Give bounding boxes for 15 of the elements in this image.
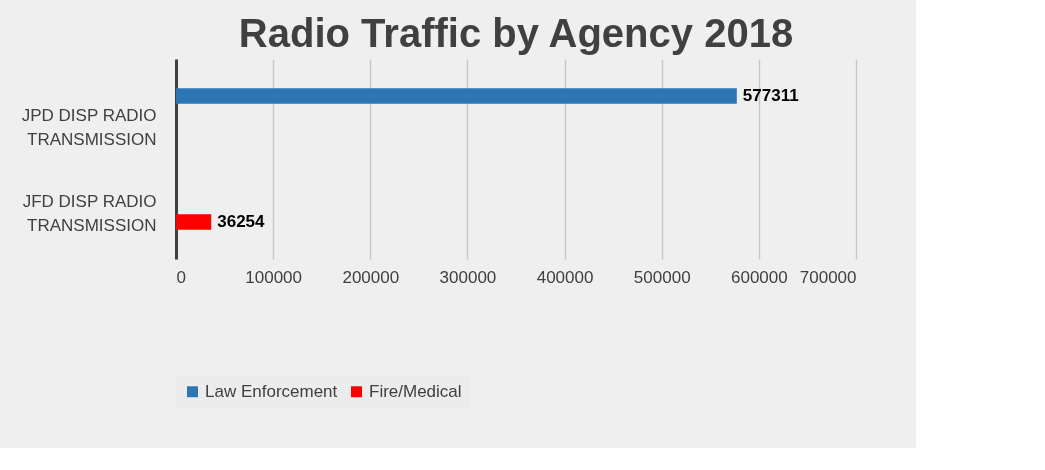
x-tick-label: 400000 bbox=[536, 267, 594, 287]
legend-label: Law Enforcement bbox=[205, 381, 338, 401]
x-tick-label: 0 bbox=[176, 267, 186, 287]
x-tick-label: 200000 bbox=[342, 267, 400, 287]
y-tick-label: JPD DISP RADIO TRANSMISSION bbox=[21, 105, 157, 149]
y-tick-label: JFD DISP RADIO TRANSMISSION bbox=[22, 192, 157, 236]
x-tick-label: 600000 bbox=[730, 267, 788, 287]
legend-label: Fire/Medical bbox=[369, 381, 462, 401]
x-tick-label: 700000 bbox=[799, 267, 857, 287]
chart-title: Radio Traffic by Agency 2018 bbox=[238, 11, 794, 55]
x-tick-label: 100000 bbox=[245, 267, 303, 287]
x-tick-label: 300000 bbox=[439, 267, 497, 287]
data-label: 36254 bbox=[217, 212, 266, 232]
x-tick-label: 500000 bbox=[633, 267, 691, 287]
data-label: 577311 bbox=[742, 85, 799, 105]
